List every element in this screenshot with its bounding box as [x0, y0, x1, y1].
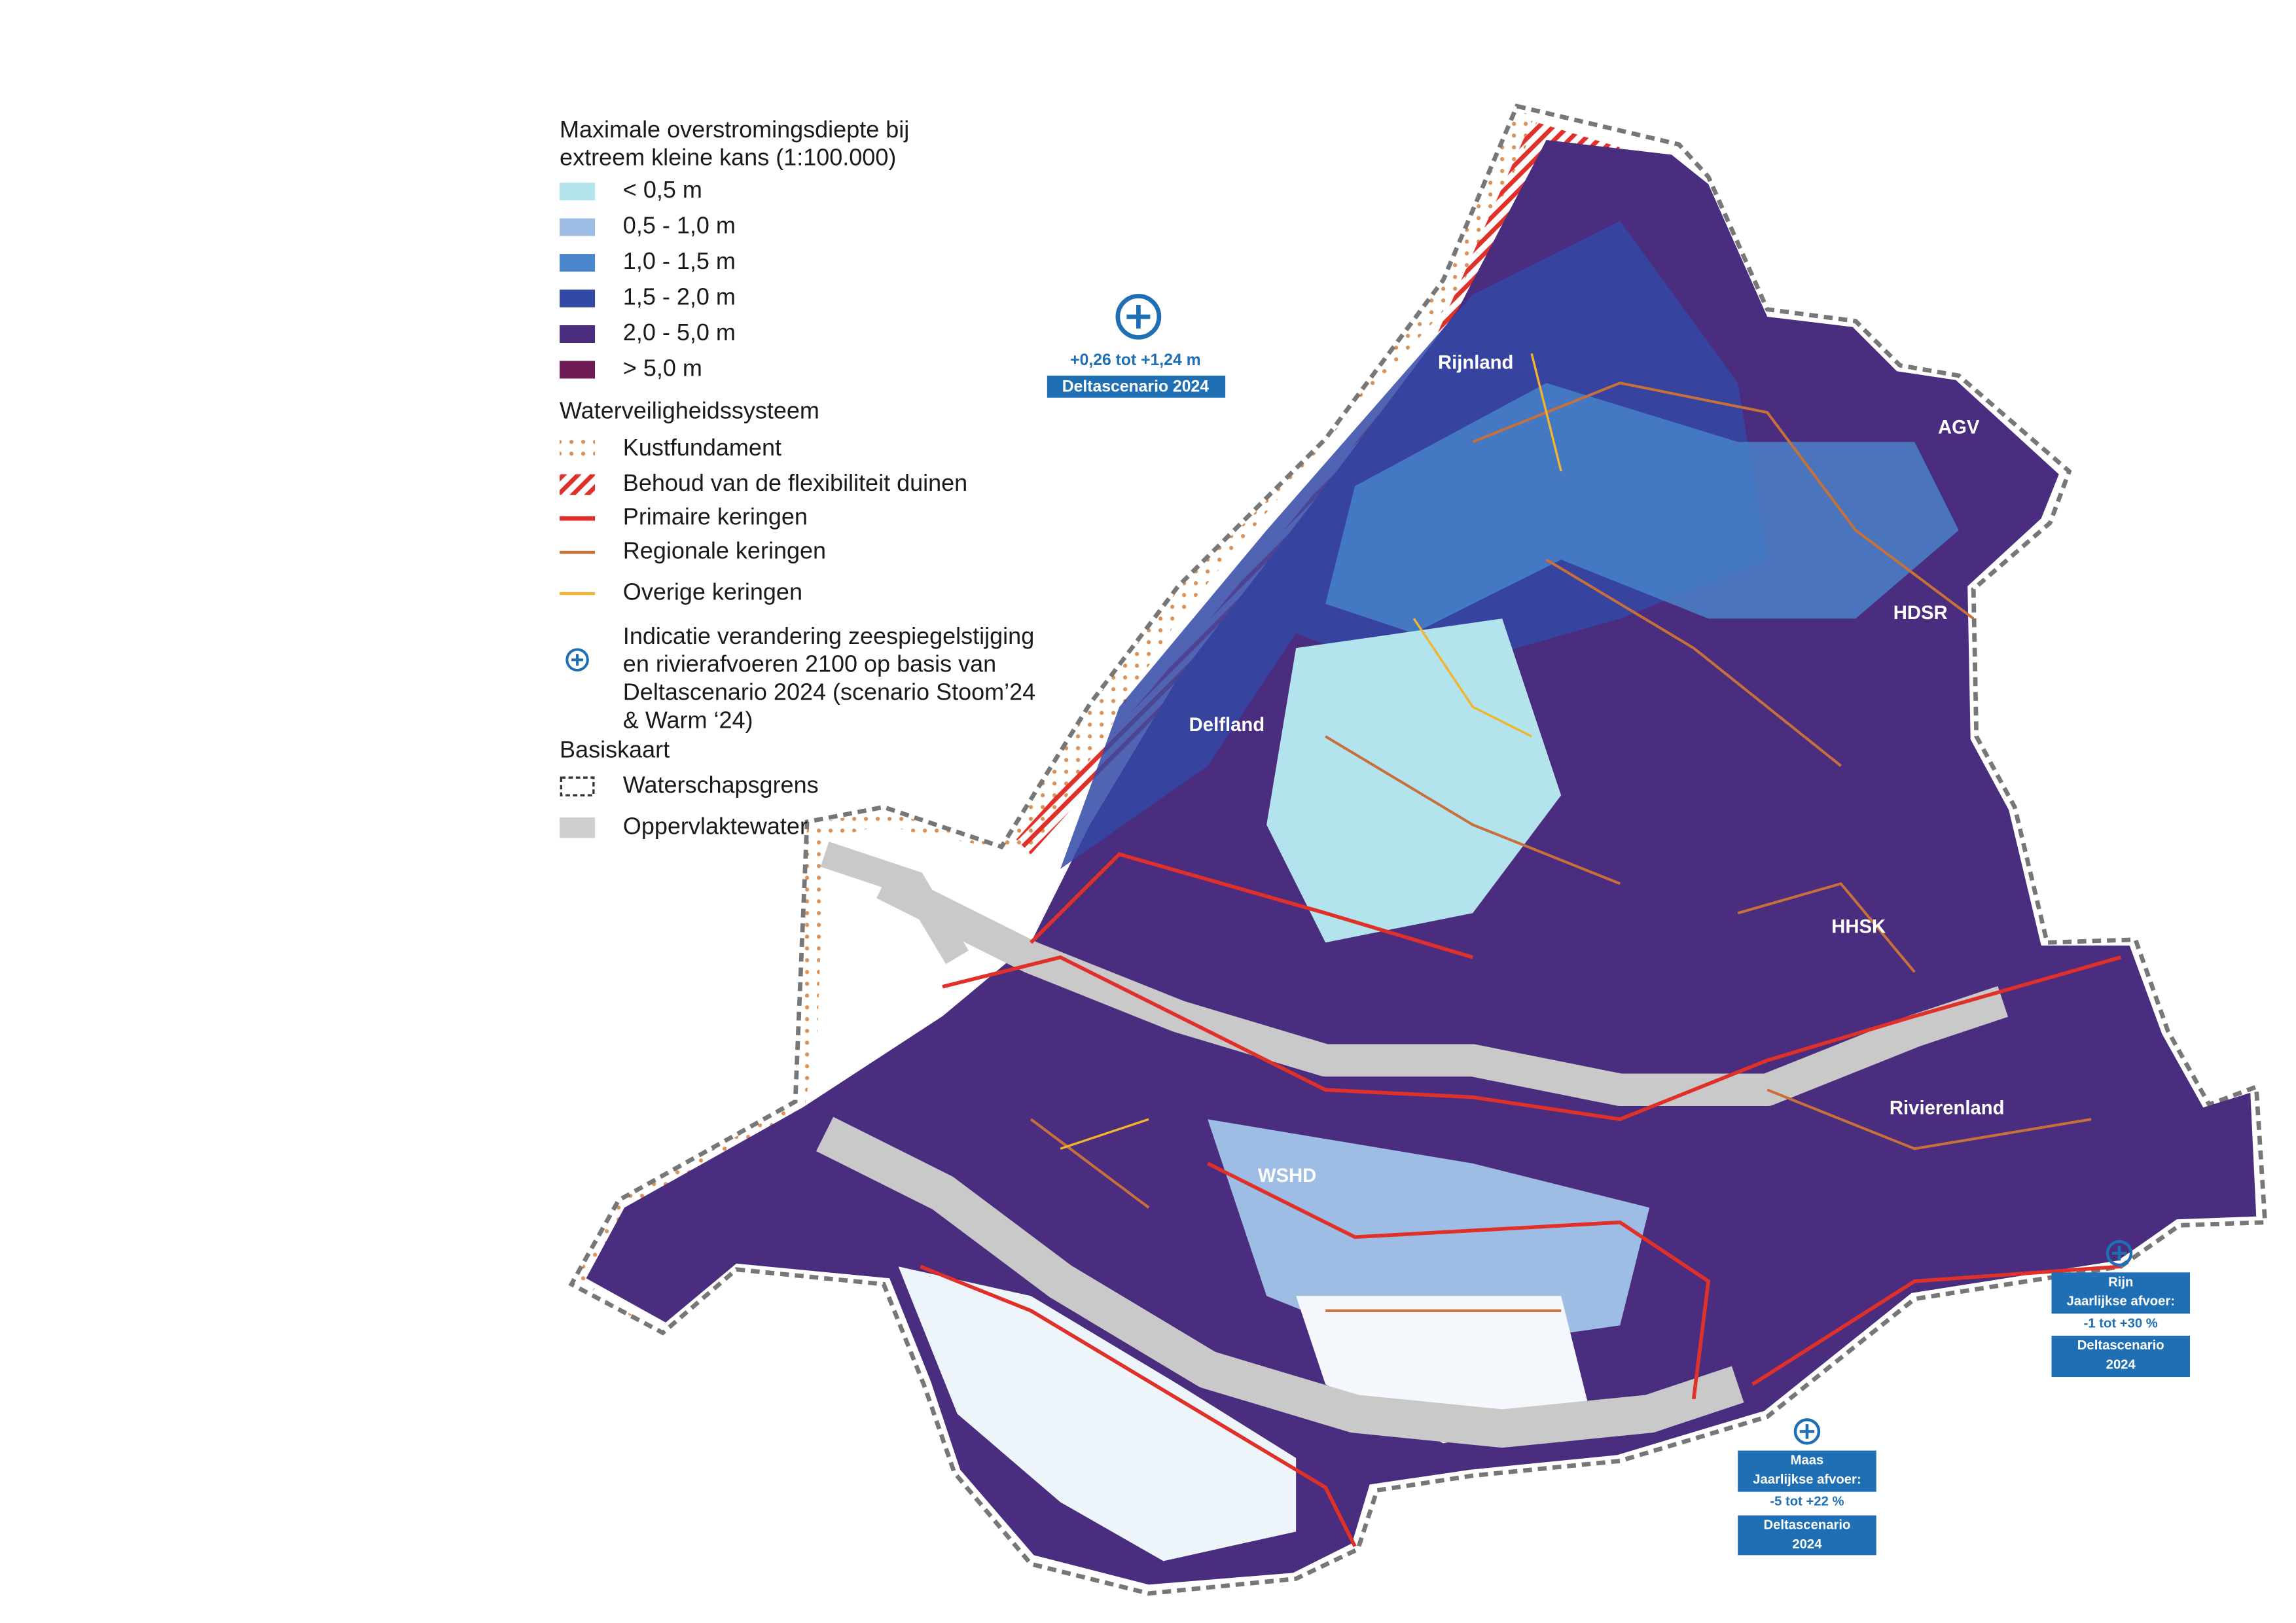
regional-dike	[1030, 382, 2092, 1312]
legend-swatch	[560, 254, 596, 272]
annotation-text: Jaarlijkse afvoer:	[2066, 1294, 2174, 1309]
region-label: Delfland	[1189, 715, 1265, 736]
region-label: HHSK	[1831, 916, 1886, 937]
legend-swatch	[560, 325, 596, 343]
legend-label: Primaire keringen	[623, 503, 808, 530]
legend-label: Waterschapsgrens	[623, 771, 819, 798]
legend-label: 1,0 - 1,5 m	[623, 247, 736, 274]
legend-label: Oppervlaktewater	[623, 812, 808, 839]
legend-label: 0,5 - 1,0 m	[623, 212, 736, 239]
land-mid	[1325, 383, 1959, 633]
annotation-text: Deltascenario	[2077, 1338, 2164, 1353]
legend-swatch	[560, 183, 596, 201]
legend-title: Maximale overstromingsdiepte bij	[560, 116, 909, 143]
legend-label: Kustfundament	[623, 434, 781, 461]
depth-legend: < 0,5 m 0,5 - 1,0 m 1,0 - 1,5 m 1,5 - 2,0 m…	[560, 176, 736, 381]
legend-title: extreem kleine kans (1:100.000)	[560, 144, 896, 171]
legend-plus-icon	[565, 648, 589, 672]
legend-swatch	[560, 218, 596, 236]
land-light	[1266, 618, 1562, 943]
legend-label: Indicatie verandering zeespiegelstijging	[623, 622, 1034, 649]
legend-swatch	[560, 817, 596, 838]
surface-water	[816, 1116, 1744, 1448]
legend-label: en rivierafvoeren 2100 op basis van	[623, 651, 996, 677]
surface-water	[820, 842, 969, 965]
legend-label: 2,0 - 5,0 m	[623, 319, 736, 346]
other-dike	[1060, 353, 1562, 1150]
annotation-text: Maas	[1791, 1454, 1824, 1468]
legend-label: Overige keringen	[623, 578, 802, 605]
legend-swatch	[560, 474, 596, 495]
annotation-text: -1 tot +30 %	[2084, 1316, 2158, 1330]
surface-water	[876, 869, 2009, 1107]
land-white	[898, 1266, 1297, 1561]
legend-label: < 0,5 m	[623, 176, 702, 203]
region-label: HDSR	[1893, 603, 1948, 624]
legend-label: Deltascenario 2024 (scenario Stoom’24	[623, 679, 1035, 705]
primary-dike	[920, 852, 2122, 1548]
legend-swatch	[560, 776, 595, 796]
annotation-text: -5 tot +22 %	[1770, 1495, 1844, 1509]
legend-section-title: Basiskaart	[560, 736, 670, 762]
legend-section-title: Waterveiligheidssysteem	[560, 397, 819, 424]
waterschapsgrens	[568, 103, 2268, 1596]
region-label: Rivierenland	[1890, 1097, 2005, 1118]
annotation-text: +0,26 tot +1,24 m	[1070, 351, 1201, 369]
legend: Maximale overstromingsdiepte bij extreem…	[560, 116, 1035, 839]
region-label: WSHD	[1258, 1166, 1316, 1186]
annotation-text: Deltascenario 2024	[1062, 378, 1209, 395]
region-label: Rijnland	[1438, 353, 1513, 374]
rijn-annotation: Rijn Jaarlijkse afvoer: -1 tot +30 % Del…	[2051, 1240, 2190, 1378]
legend-label: 1,5 - 2,0 m	[623, 283, 736, 310]
annotation-text: Deltascenario	[1764, 1518, 1851, 1533]
annotation-text: Jaarlijkse afvoer:	[1753, 1472, 1861, 1487]
legend-swatch	[560, 438, 596, 460]
coast-foundation	[574, 110, 1539, 1333]
sea-annotation: +0,26 tot +1,24 m Deltascenario 2024	[1047, 294, 1226, 398]
maas-annotation: Maas Jaarlijkse afvoer: -5 tot +22 % Del…	[1738, 1418, 1876, 1556]
annotation-text: Rijn	[2108, 1275, 2133, 1289]
annotation-text: 2024	[2106, 1357, 2136, 1372]
legend-label: > 5,0 m	[623, 354, 702, 381]
legend-label: Behoud van de flexibiliteit duinen	[623, 469, 967, 496]
annotation-text: 2024	[1792, 1537, 1822, 1552]
legend-label: Regionale keringen	[623, 537, 826, 563]
legend-swatch	[560, 361, 596, 379]
region-label: AGV	[1938, 418, 1980, 438]
legend-swatch	[560, 289, 596, 308]
legend-label: & Warm ‘24)	[623, 706, 753, 733]
